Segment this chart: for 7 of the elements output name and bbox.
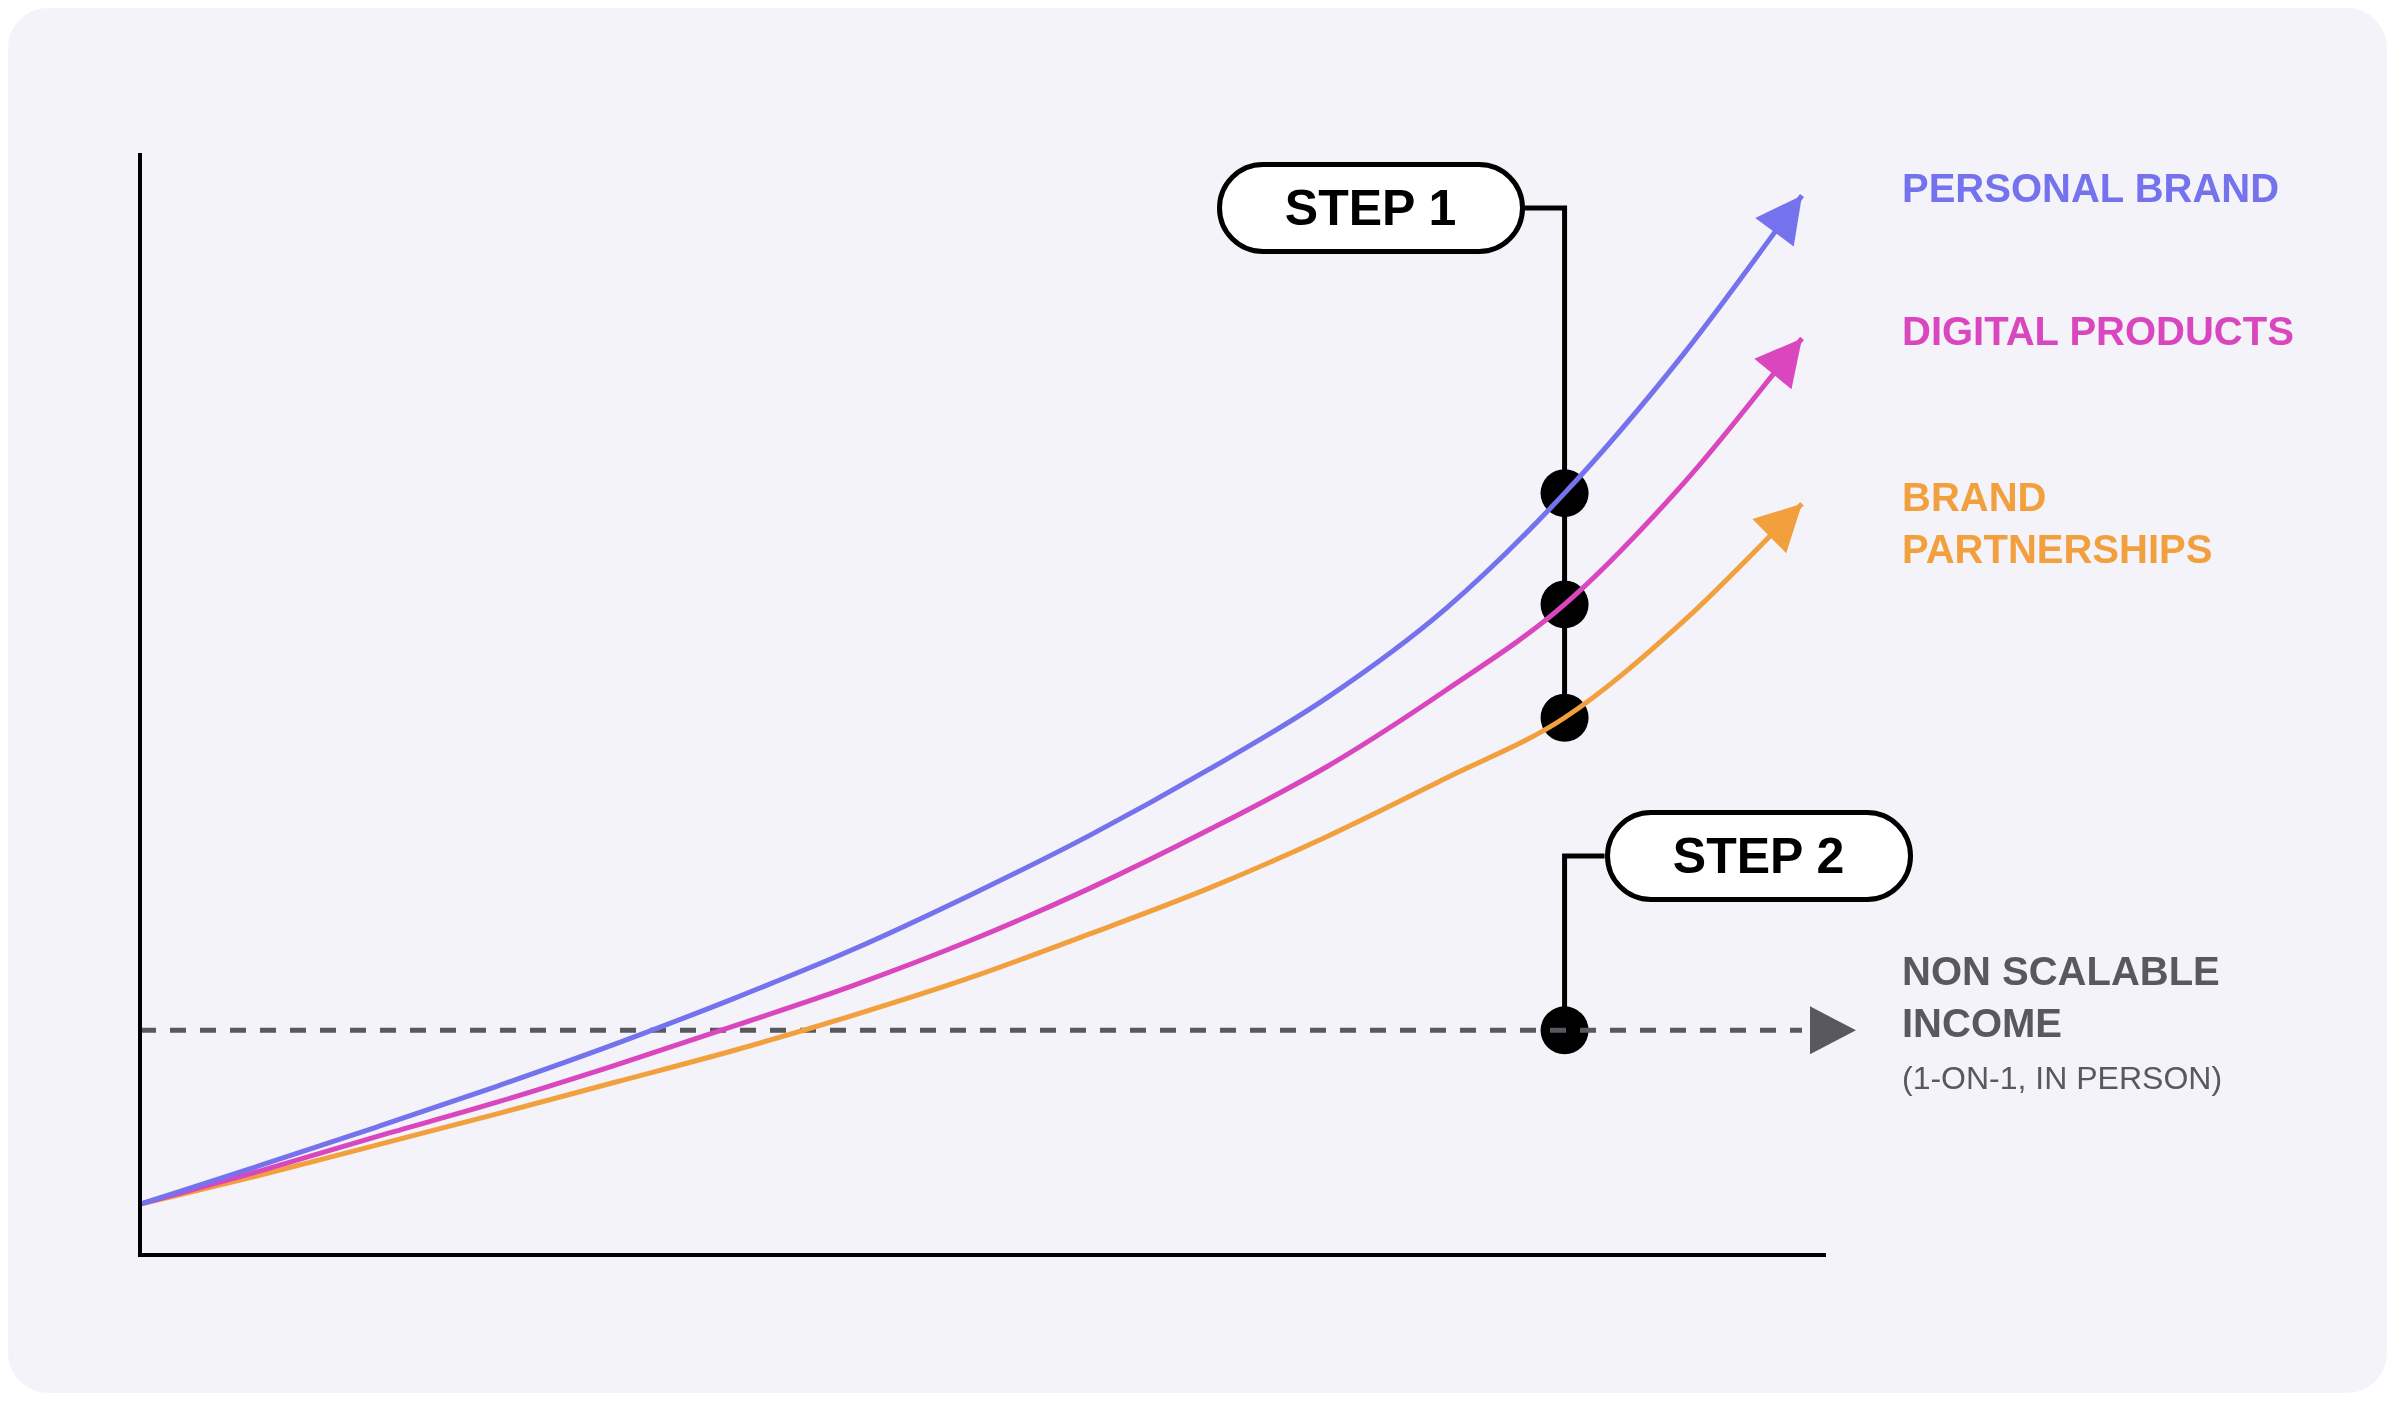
annotation: STEP 2: [1672, 827, 1845, 885]
text: PERSONAL BRAND: [1902, 166, 2280, 211]
annotation: STEP 1: [1284, 179, 1457, 237]
text: (1-ON-1, IN PERSON): [1902, 1060, 2223, 1097]
text: DIGITAL PRODUCTS: [1902, 309, 2294, 354]
text: NON SCALABLE INCOME: [1902, 949, 2220, 1046]
text: BRAND PARTNERSHIPS: [1902, 474, 2213, 571]
